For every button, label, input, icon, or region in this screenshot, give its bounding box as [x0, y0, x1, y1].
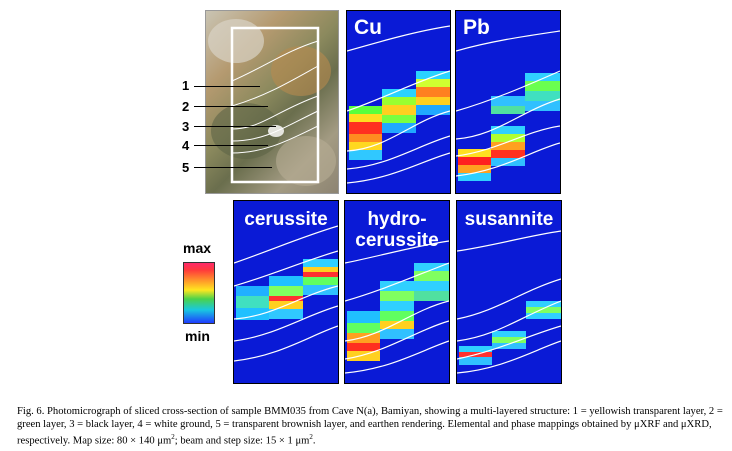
map-title-susannite: susannite — [464, 209, 554, 230]
photomicrograph-overlay — [208, 19, 336, 186]
caption-text-3: . — [312, 435, 316, 447]
map-pb: Pb — [455, 10, 561, 194]
caption-sup-1: 2 — [171, 433, 175, 441]
leader-line-2 — [194, 106, 268, 107]
map-hydrocerussite-heatmap — [345, 240, 449, 374]
map-title-pb: Pb — [463, 16, 490, 39]
caption-sup-2: 2 — [309, 433, 313, 441]
layer-label-1: 1 — [182, 78, 190, 93]
layer-label-3: 3 — [182, 119, 190, 134]
map-hydrocerussite: hydro- cerussite — [344, 200, 450, 384]
map-pb-heatmap — [456, 30, 560, 181]
leader-line-5 — [194, 167, 272, 168]
layer-label-2: 2 — [182, 99, 190, 114]
photomicrograph — [205, 10, 339, 194]
map-title-hydrocerussite: hydro- cerussite — [355, 209, 439, 251]
map-susannite-heatmap — [457, 230, 561, 374]
map-title-cerussite: cerussite — [244, 209, 328, 230]
layer-label-5: 5 — [182, 160, 190, 175]
caption-text-1: Fig. 6. Photomicrograph of sliced cross-… — [17, 406, 723, 447]
layer-label-4: 4 — [182, 138, 190, 153]
leader-line-1 — [194, 86, 260, 87]
leader-line-3 — [194, 126, 276, 127]
map-title-cu: Cu — [354, 16, 382, 39]
leader-line-4 — [194, 145, 268, 146]
scale-min-label: min — [185, 328, 210, 344]
figure-caption: Fig. 6. Photomicrograph of sliced cross-… — [17, 405, 729, 448]
caption-text-2: ; beam and step size: 15 × 1 μm — [174, 435, 310, 447]
map-cerussite: cerussite — [233, 200, 339, 384]
map-cerussite-heatmap — [234, 225, 338, 362]
scale-max-label: max — [183, 240, 212, 256]
roi-rectangle — [230, 26, 320, 184]
map-cu: Cu — [346, 10, 451, 194]
map-cu-heatmap — [347, 25, 450, 184]
color-scale-bar — [183, 262, 215, 324]
map-susannite: susannite — [456, 200, 562, 384]
